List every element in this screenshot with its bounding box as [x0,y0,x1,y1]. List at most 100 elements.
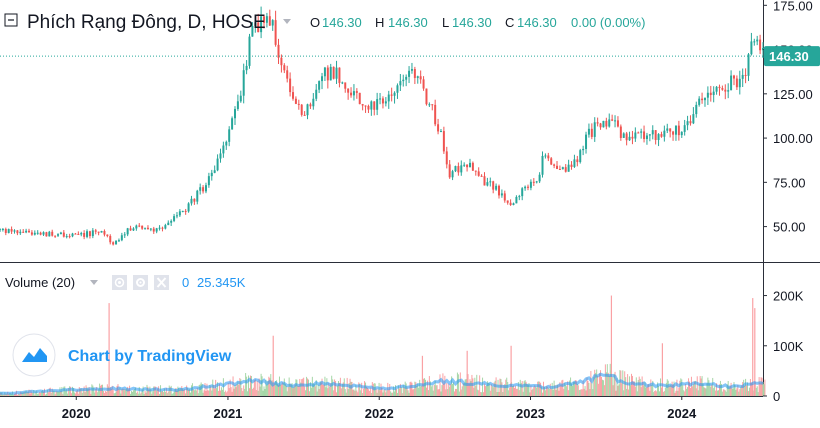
candle-body [437,124,440,132]
candle-body [396,85,399,93]
volume-bar [176,390,178,396]
volume-bar [208,390,210,396]
eye-icon[interactable] [112,275,127,290]
volume-spike-bar [272,335,274,396]
candle-body [144,227,147,229]
candle-body [242,70,245,96]
volume-bar [261,376,263,396]
price-pane[interactable] [0,0,763,262]
volume-bar [589,389,591,396]
candle-body [669,128,672,132]
volume-axis[interactable]: 0 100K 200K [763,289,804,404]
candle-body [582,148,585,151]
candle-body [622,133,625,138]
volume-bar [641,376,643,396]
volume-bar [494,380,496,396]
candle-body [457,166,460,173]
volume-spike-bar [421,355,424,396]
volume-bar [309,382,311,396]
candle-body [132,228,135,231]
volume-bar [40,392,42,396]
candle-body [744,74,747,76]
volume-bar [182,388,184,396]
volume-bar [307,379,309,396]
collapse-icon[interactable] [4,13,18,27]
volume-bar [259,386,261,396]
volume-bar [285,385,287,396]
volume-bar [528,383,530,396]
volume-bar [574,380,576,396]
volume-bar [275,381,277,396]
volume-bar [187,387,189,396]
gear-icon[interactable] [133,275,148,290]
candle-body [570,164,573,167]
volume-bar [34,394,36,396]
volume-bar [159,393,161,396]
candle-body [286,70,289,79]
last-price-tag-bg [764,46,820,67]
candle-body [492,181,495,190]
tradingview-watermark[interactable]: Chart by TradingView [12,333,232,377]
volume-bar [430,386,432,396]
volume-bar [246,376,248,396]
volume-bar [230,387,232,396]
volume-bar [581,389,583,396]
volume-bar [559,382,561,396]
candle-body [518,196,521,198]
candle-body [338,67,341,83]
volume-bar [724,390,726,396]
volume-bar [342,382,344,396]
time-axis[interactable]: 2020 2021 2022 2023 2024 [62,396,697,421]
volume-pane[interactable] [0,263,763,396]
volume-bar [114,392,116,396]
ohlc-close-key: C [505,15,514,30]
volume-bar [593,376,595,396]
volume-bar [493,382,495,396]
candle-body [190,198,193,204]
volume-bar [185,393,187,396]
volume-bar [533,386,535,396]
volume-bar [227,382,229,396]
volume-bar [469,379,471,396]
volume-bar [104,391,106,396]
candle-body [231,118,234,130]
volume-bar [361,382,363,396]
candle-body [556,165,559,169]
candle-body [645,135,648,140]
candle-body [608,119,611,127]
volume-value: 25.345K [197,275,246,290]
close-icon[interactable] [154,275,169,290]
volume-bar [134,387,136,396]
volume-spike-bar [752,298,754,396]
volume-bar [303,377,305,396]
chevron-down-icon[interactable] [90,280,98,285]
volume-bar [333,390,335,396]
volume-bar [89,389,91,396]
candle-body [393,92,396,96]
volume-bar [603,385,605,396]
volume-bar [743,379,745,396]
candle-body [62,232,65,237]
volume-bar [720,383,722,396]
candle-body [738,78,741,88]
volume-bar [287,386,289,396]
volume-bar [557,384,559,396]
volume-bar [697,390,699,396]
volume-bar [509,387,511,396]
volume-bar [749,379,751,396]
volume-bar [110,388,112,396]
volume-bar [353,389,355,396]
candle-body [442,131,445,152]
volume-bar [360,390,362,396]
candle-body [265,16,268,23]
volume-bar [26,392,28,396]
volume-bar [170,385,172,396]
volume-bar [522,391,524,396]
volume-bar [609,363,611,396]
chevron-down-icon[interactable] [283,19,291,24]
volume-bar [472,378,474,396]
volume-bar [392,392,394,396]
volume-bar [75,391,77,396]
